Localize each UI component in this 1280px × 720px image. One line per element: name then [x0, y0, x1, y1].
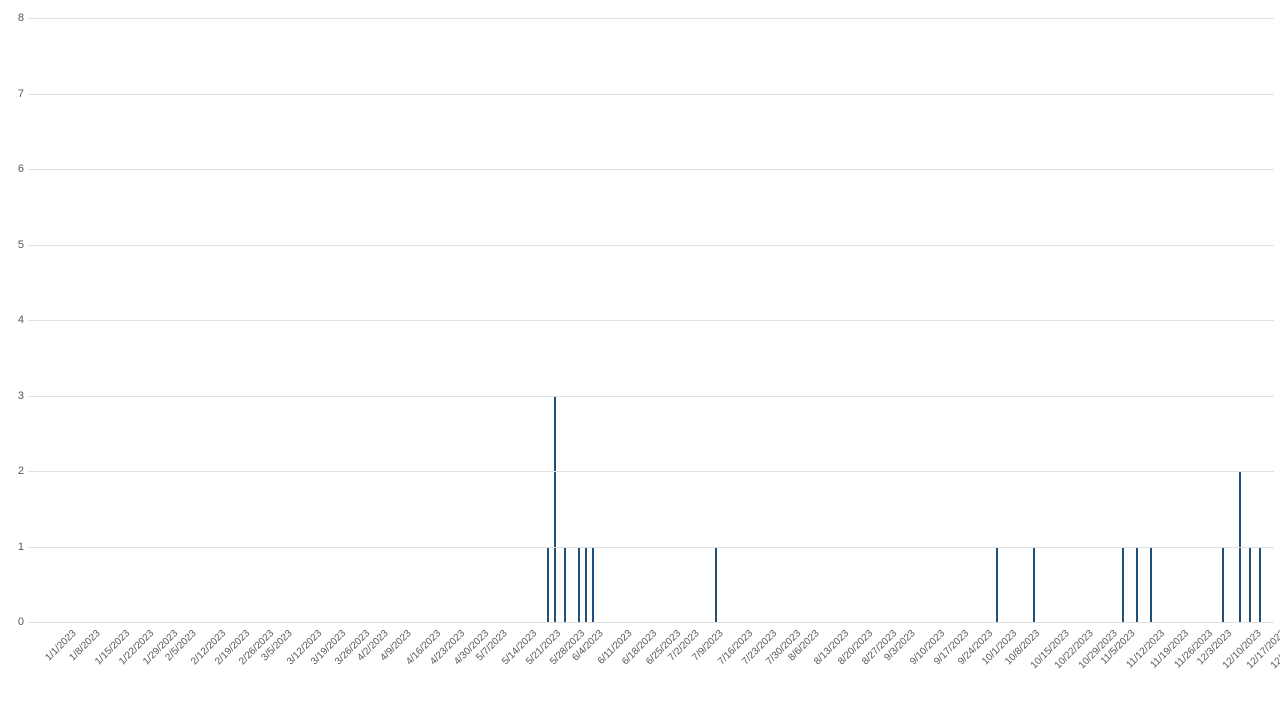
y-tick-label: 4	[18, 314, 24, 326]
bar	[1249, 547, 1251, 623]
bar	[715, 547, 717, 623]
bar	[564, 547, 566, 623]
gridline	[28, 396, 1274, 397]
bar	[1259, 547, 1261, 623]
bar	[1122, 547, 1124, 623]
bar	[996, 547, 998, 623]
gridline	[28, 18, 1274, 19]
gridline	[28, 94, 1274, 95]
gridline	[28, 622, 1274, 623]
y-tick-label: 1	[18, 541, 24, 553]
y-tick-label: 7	[18, 88, 24, 100]
gridline	[28, 320, 1274, 321]
y-tick-label: 6	[18, 163, 24, 175]
bar	[578, 547, 580, 623]
gridline	[28, 245, 1274, 246]
gridline	[28, 471, 1274, 472]
gridline	[28, 547, 1274, 548]
bar	[1136, 547, 1138, 623]
y-tick-label: 5	[18, 239, 24, 251]
bar	[1222, 547, 1224, 623]
bar	[547, 547, 549, 623]
bar-chart: 0123456781/1/20231/8/20231/15/20231/22/2…	[0, 0, 1280, 720]
bar	[1033, 547, 1035, 623]
y-tick-label: 2	[18, 465, 24, 477]
gridline	[28, 169, 1274, 170]
y-tick-label: 0	[18, 616, 24, 628]
bar	[554, 396, 556, 623]
y-tick-label: 8	[18, 12, 24, 24]
y-tick-label: 3	[18, 390, 24, 402]
bar	[1150, 547, 1152, 623]
bar	[592, 547, 594, 623]
bar	[585, 547, 587, 623]
